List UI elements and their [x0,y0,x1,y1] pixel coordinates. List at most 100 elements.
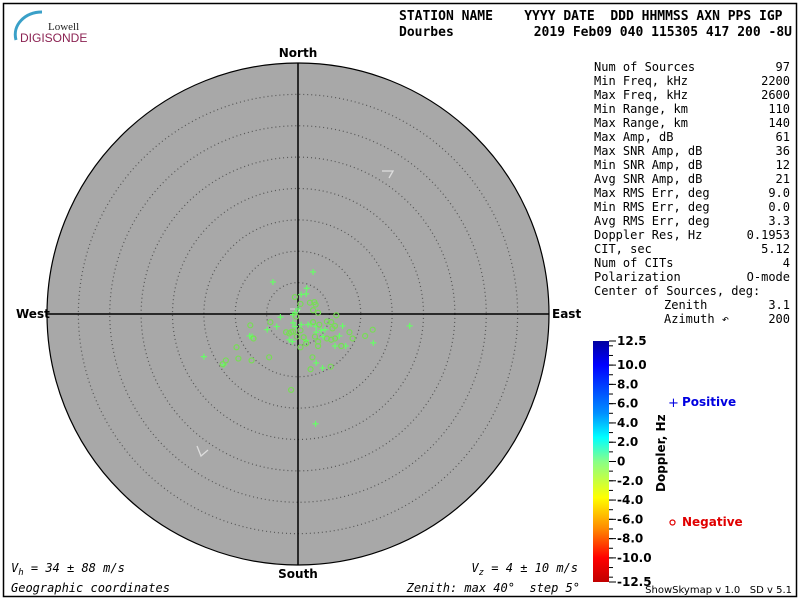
center-azimuth-value: 200 [768,312,790,326]
source-point-negative [266,354,273,361]
source-point-negative [316,321,323,328]
source-point-positive [339,322,346,329]
source-point-positive [318,327,325,334]
stat-value: 5.12 [761,242,790,256]
stat-label: Max Freq, kHz [594,88,688,102]
negative-marker-icon [669,519,676,526]
stat-value: 0.1953 [747,228,790,242]
source-point-negative [314,338,322,345]
center-zenith-value: 3.1 [768,298,790,312]
stat-label: Max RMS Err, deg [594,186,710,200]
digisonde-logo: Lowell DIGISONDE [13,10,87,45]
source-point-negative [328,336,335,343]
stat-label: CIT, sec [594,242,652,256]
colorbar-tick-label: -4.0 [617,493,643,507]
source-point-positive [298,321,305,328]
stat-value: 9.0 [768,186,790,200]
stat-label: Max Range, km [594,116,688,130]
label-east: East [552,307,581,321]
doppler-colorbar [593,341,609,582]
colorbar-tick-label: -6.0 [617,512,643,526]
stat-label: Avg RMS Err, deg [594,214,710,228]
stat-label: Min Freq, kHz [594,74,688,88]
stat-label: Max SNR Amp, dB [594,144,702,158]
source-point-positive [289,338,296,345]
legend-positive: Positive [682,395,736,409]
source-point-negative [309,354,316,361]
source-point-negative [329,325,336,332]
source-point-negative [250,335,257,342]
source-point-negative [314,342,322,350]
source-point-positive [303,290,310,297]
stat-label: Min SNR Amp, dB [594,158,702,172]
stat-value: 61 [776,130,790,144]
source-point-positive [406,322,413,329]
source-point-positive [289,319,296,326]
legend-negative: Negative [682,515,743,529]
stat-value: 2600 [761,88,790,102]
source-point-positive [295,305,301,312]
source-point-negative [333,312,340,319]
colorbar-tick-label: -2.0 [617,474,643,488]
stat-label: Max Amp, dB [594,130,673,144]
source-point-positive [264,326,271,333]
source-point-negative [222,357,229,364]
stats-panel: Num of Sources 97 Min Freq, kHz 2200 Max Fre… [594,60,790,284]
source-point-positive [200,353,207,360]
colorbar-tick-label: 4.0 [617,416,638,430]
stat-value: 140 [768,116,790,130]
stat-label: Doppler Res, Hz [594,228,702,242]
stat-value: 0.0 [768,200,790,214]
source-point-negative [287,386,295,394]
source-point-negative [346,329,353,336]
source-point-positive [269,278,276,285]
logo-line1: Lowell [48,21,79,33]
source-point-negative [309,319,317,326]
zenith-scale: Zenith: max 40° step 5° [406,581,580,595]
label-south: South [278,567,318,581]
logo-line2: DIGISONDE [20,31,87,45]
source-point-negative [300,334,307,341]
source-point-negative [247,322,254,329]
source-point-negative [309,307,317,314]
source-point-negative [293,313,300,320]
colorbar-tick-label: 10.0 [617,358,647,372]
positive-marker-icon: + [668,396,679,411]
source-point-negative [289,328,297,335]
horizontal-velocity: Vh = 34 ± 88 m/s [11,561,125,578]
stat-value: O-mode [747,270,790,284]
colorbar-tick-label: 12.5 [617,334,647,348]
source-point-positive [312,420,319,427]
source-point-positive [286,336,293,343]
colorbar-tick-label: 0 [617,455,625,469]
stat-label: Avg SNR Amp, dB [594,172,702,186]
stat-value: 97 [776,60,790,74]
source-point-positive [310,268,317,275]
source-point-negative [248,357,255,364]
source-point-positive [321,326,328,333]
stat-value: 36 [776,144,790,158]
source-point-negative [314,309,322,316]
stat-label: Polarization [594,270,681,284]
source-point-negative [307,366,314,373]
source-point-negative [235,355,242,362]
source-point-positive [319,364,326,371]
colorbar-tick-label: 2.0 [617,435,638,449]
logo-arc-icon [13,10,43,41]
source-point-negative [297,300,304,308]
source-point-positive [305,321,312,328]
stat-value: 12 [776,158,790,172]
source-point-negative [369,326,376,333]
vertical-velocity: Vz = 4 ± 10 m/s [471,561,578,578]
stat-value: 4 [783,256,790,270]
source-point-positive [273,323,280,330]
header-columns: STATION NAME YYYY DATE DDD HHMMSS AXN PP… [399,9,783,24]
source-point-positive [336,332,343,339]
header-values: 2019 Feb09 040 115305 417 200 -8U [534,25,792,40]
source-point-positive [313,359,320,366]
source-point-negative [267,319,274,326]
coordinate-system: Geographic coordinates [11,581,170,595]
version-label: ShowSkymap v 1.0 SD v 5.1 [645,585,792,596]
skymap-plot [46,62,550,566]
